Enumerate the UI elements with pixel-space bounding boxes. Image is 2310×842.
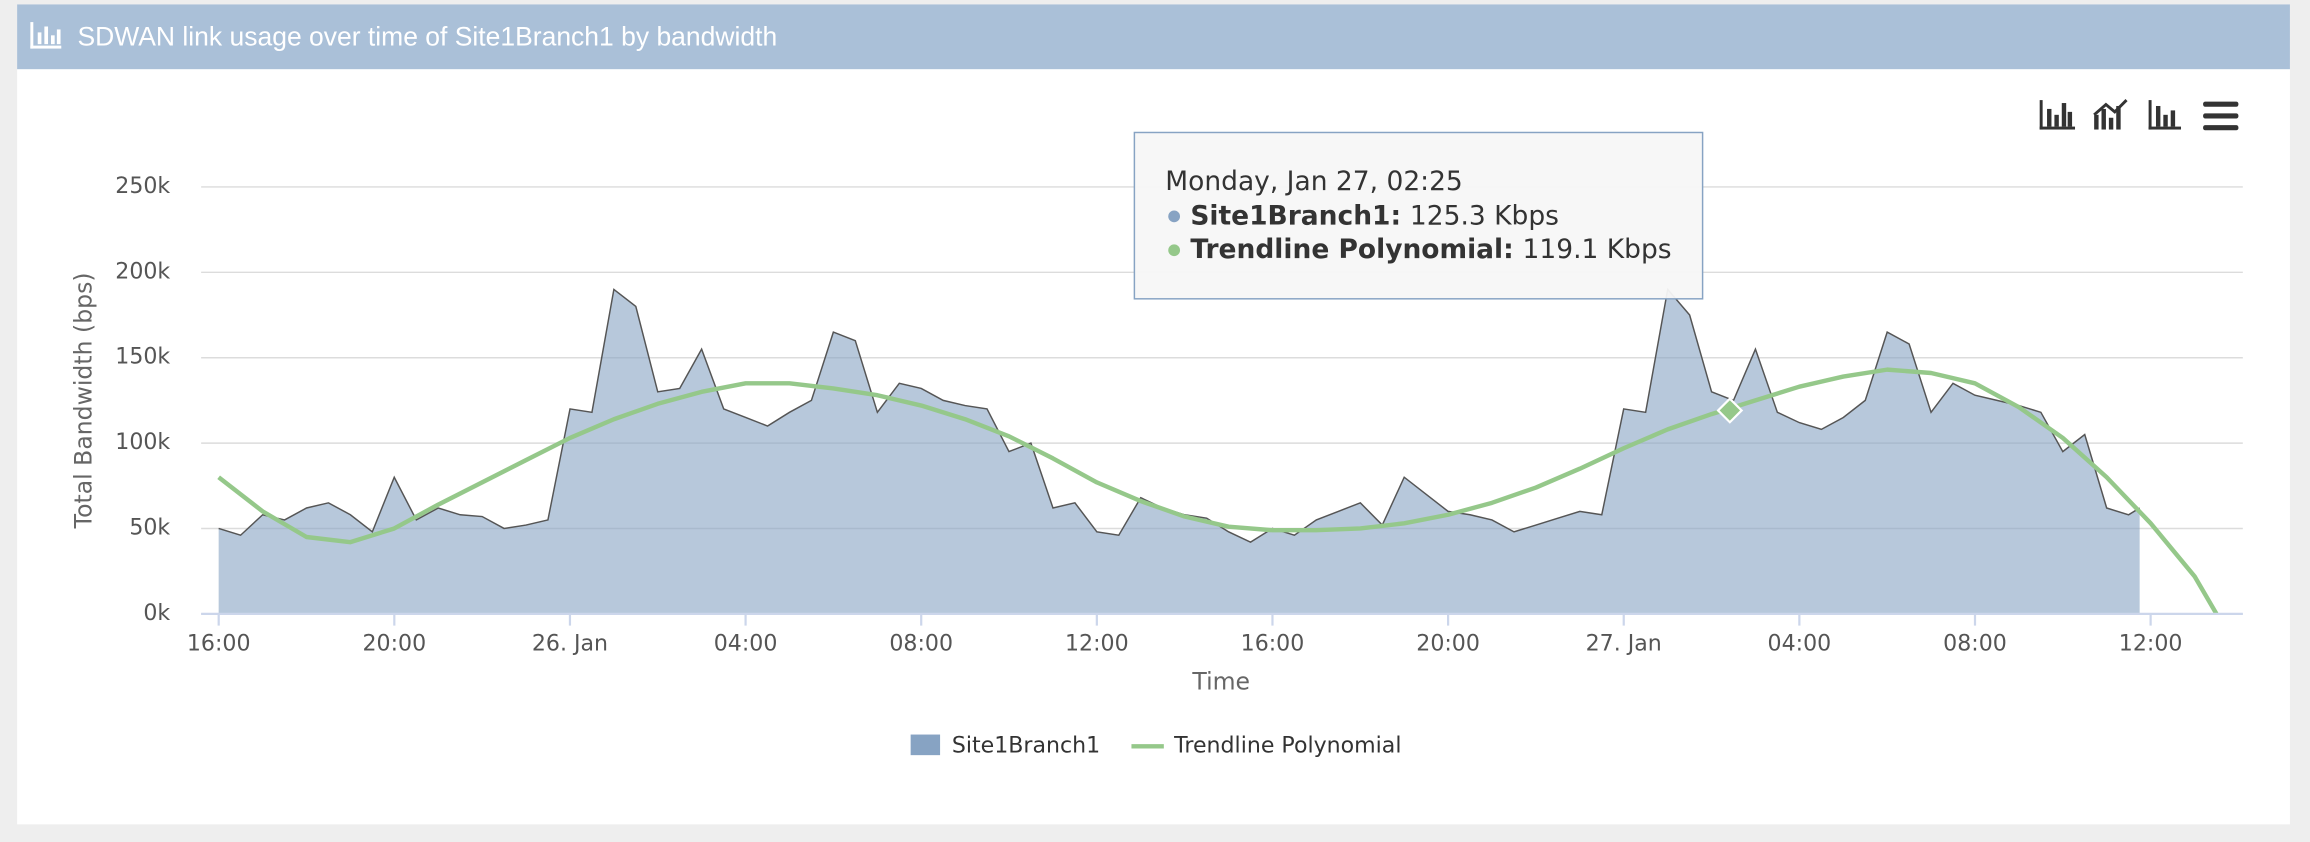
chart-type-icon[interactable] bbox=[2039, 100, 2076, 130]
chart-type-icon[interactable] bbox=[2093, 99, 2128, 130]
tooltip-bullet bbox=[1168, 210, 1181, 223]
legend-swatch bbox=[910, 734, 941, 756]
x-tick-label: 20:00 bbox=[362, 632, 426, 657]
tooltip-value: 119.1 Kbps bbox=[1523, 234, 1672, 265]
x-tick-label: 27. Jan bbox=[1586, 632, 1662, 657]
x-tick-label: 08:00 bbox=[889, 632, 953, 657]
x-tick-label: 04:00 bbox=[714, 632, 778, 657]
legend[interactable]: Site1Branch1 Trendline Polynomial bbox=[910, 733, 1402, 758]
trend-line bbox=[217, 367, 2219, 615]
menu-icon[interactable] bbox=[2203, 101, 2239, 131]
tooltip-value: 125.3 Kbps bbox=[1410, 200, 1559, 231]
x-tick-label: 26. Jan bbox=[532, 632, 608, 657]
x-tick-label: 12:00 bbox=[2119, 632, 2183, 657]
tooltip-box bbox=[1133, 131, 1704, 300]
tooltip-row: Site1Branch1: 125.3 Kbps bbox=[1190, 200, 1559, 231]
y-tick-label: 50k bbox=[129, 515, 170, 540]
chart-type-icon[interactable] bbox=[2148, 100, 2182, 130]
toolbar[interactable] bbox=[2039, 99, 2239, 131]
tooltip-series: Site1Branch1: bbox=[1190, 200, 1401, 231]
tooltip-series: Trendline Polynomial: bbox=[1190, 234, 1513, 265]
y-axis-title: Total Bandwidth (bps) bbox=[69, 272, 97, 529]
tooltip-row: Trendline Polynomial: 119.1 Kbps bbox=[1190, 234, 1671, 265]
x-tick-label: 08:00 bbox=[1943, 632, 2007, 657]
y-tick-label: 250k bbox=[115, 174, 170, 199]
legend-label[interactable]: Trendline Polynomial bbox=[1173, 733, 1401, 758]
legend-label[interactable]: Site1Branch1 bbox=[952, 733, 1100, 758]
x-tick-label: 04:00 bbox=[1768, 632, 1832, 657]
tooltip-header: Monday, Jan 27, 02:25 bbox=[1165, 166, 1463, 197]
y-tick-label: 150k bbox=[115, 345, 170, 370]
header-bar bbox=[17, 4, 2290, 70]
plot-area bbox=[217, 287, 2219, 615]
y-tick-label: 0k bbox=[143, 601, 170, 626]
area bbox=[218, 289, 2140, 614]
x-tick-label: 12:00 bbox=[1065, 632, 1129, 657]
panel-title: SDWAN link usage over time of Site1Branc… bbox=[77, 21, 777, 51]
x-tick-label: 20:00 bbox=[1416, 632, 1480, 657]
x-tick-label: 16:00 bbox=[1241, 632, 1305, 657]
axes: 0k 50k 100k 150k 200k 250k 16:00 20:00 26. Jan 04… bbox=[115, 174, 2243, 657]
y-tick-label: 100k bbox=[115, 430, 170, 455]
y-tick-label: 200k bbox=[115, 259, 170, 284]
x-tick-label: 16:00 bbox=[187, 632, 251, 657]
header-icon bbox=[30, 22, 62, 49]
hover-marker bbox=[1716, 397, 1744, 424]
x-axis-title: Time bbox=[1191, 668, 1250, 696]
tooltip-bullet bbox=[1168, 244, 1181, 257]
